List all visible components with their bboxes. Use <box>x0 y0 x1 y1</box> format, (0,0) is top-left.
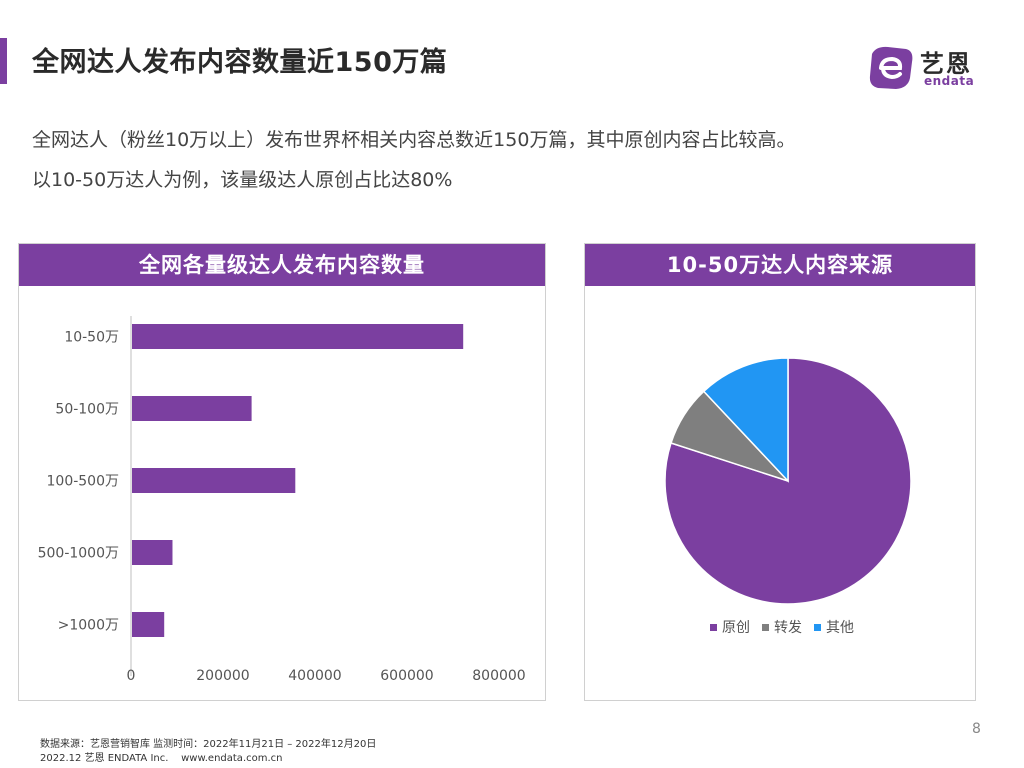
bar-chart-title: 全网各量级达人发布内容数量 <box>19 244 545 286</box>
x-tick-label: 400000 <box>288 668 341 684</box>
logo-english-text: endata <box>924 74 975 88</box>
bar <box>132 468 296 493</box>
endata-logo: 艺恩 endata <box>866 44 996 92</box>
x-tick-label: 600000 <box>380 668 433 684</box>
bar <box>132 396 252 421</box>
pie-chart-panel: 10-50万达人内容来源 原创 转发 其他 <box>584 243 976 701</box>
bar-category-label: 50-100万 <box>55 402 119 418</box>
bar-category-label: >1000万 <box>58 618 119 634</box>
pie-chart-title: 10-50万达人内容来源 <box>585 244 975 286</box>
x-tick-label: 200000 <box>196 668 249 684</box>
x-tick-label: 0 <box>127 668 136 684</box>
bar-category-label: 10-50万 <box>64 330 119 346</box>
footnote: 数据来源：艺恩营销智库 监测时间：2022年11月21日 – 2022年12月2… <box>40 738 376 766</box>
bar <box>132 540 173 565</box>
endata-e-logo-icon <box>869 46 913 89</box>
copyright-note: 2022.12 艺恩 ENDATA Inc. www.endata.com.cn <box>40 753 283 764</box>
bar-chart: 10-50万 50-100万 100-500万 500-1000万 >1000万 0 200… <box>38 316 526 684</box>
title-accent-bar <box>0 38 7 84</box>
bar-category-label: 500-1000万 <box>38 546 119 562</box>
bar <box>132 612 165 637</box>
bar <box>132 324 464 349</box>
x-tick-label: 800000 <box>472 668 525 684</box>
intro-line-1: 全网达人（粉丝10万以上）发布世界杯相关内容总数近150万篇，其中原创内容占比较… <box>32 129 796 151</box>
bar-category-label: 100-500万 <box>47 474 120 490</box>
legend-swatch <box>762 624 769 631</box>
bar-chart-panel: 全网各量级达人发布内容数量 10-50万 50-100万 100-500万 500-1… <box>18 243 546 701</box>
pie-chart: 原创 转发 其他 <box>664 357 912 636</box>
legend-label: 转发 <box>774 620 802 636</box>
data-source-note: 数据来源：艺恩营销智库 监测时间：2022年11月21日 – 2022年12月2… <box>40 739 377 750</box>
legend-label: 其他 <box>826 620 854 636</box>
intro-line-2: 以10-50万达人为例，该量级达人原创占比达80% <box>32 169 453 191</box>
logo-chinese-text: 艺恩 <box>920 50 972 78</box>
pie-slice <box>702 357 789 483</box>
legend-swatch <box>710 624 717 631</box>
page-title: 全网达人发布内容数量近150万篇 <box>32 47 448 78</box>
legend-label: 原创 <box>722 620 750 636</box>
page-number: 8 <box>972 721 981 737</box>
intro-text: 全网达人（粉丝10万以上）发布世界杯相关内容总数近150万篇，其中原创内容占比较… <box>32 120 795 200</box>
legend-swatch <box>814 624 821 631</box>
